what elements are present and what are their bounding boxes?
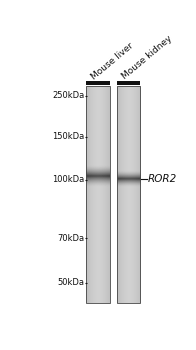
Text: 250kDa: 250kDa xyxy=(52,91,84,100)
Bar xyxy=(86,81,110,85)
Bar xyxy=(86,86,110,303)
Text: ROR2: ROR2 xyxy=(148,174,177,184)
Text: 150kDa: 150kDa xyxy=(52,132,84,141)
Text: 100kDa: 100kDa xyxy=(52,175,84,184)
Text: 70kDa: 70kDa xyxy=(57,234,84,243)
Text: Mouse kidney: Mouse kidney xyxy=(120,34,173,81)
Text: 50kDa: 50kDa xyxy=(57,278,84,287)
Bar xyxy=(117,81,140,85)
Bar xyxy=(117,86,140,303)
Text: Mouse liver: Mouse liver xyxy=(89,41,135,81)
